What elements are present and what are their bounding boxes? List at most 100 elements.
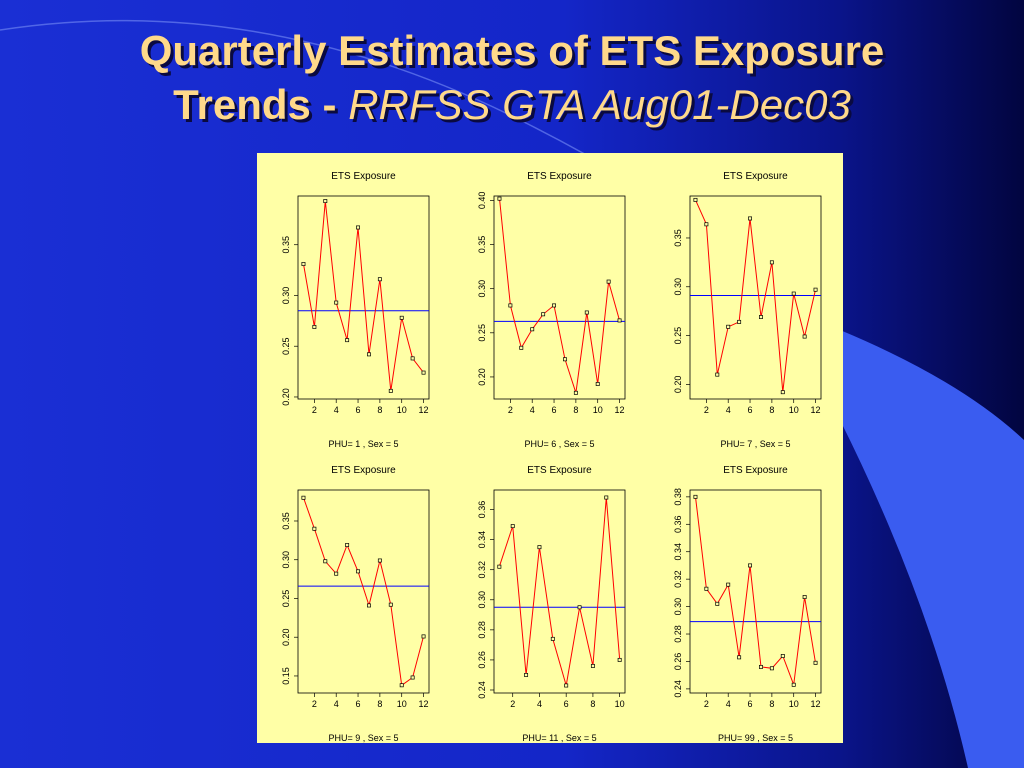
data-point <box>748 563 752 568</box>
chart-subtitle: PHU= 99 , Sex = 5 <box>718 733 793 743</box>
data-point <box>769 260 774 265</box>
x-tick-label: 10 <box>615 699 625 709</box>
y-tick-label: 0.30 <box>673 598 683 616</box>
data-point <box>813 287 818 292</box>
data-point <box>537 545 542 550</box>
y-tick-label: 0.30 <box>673 278 683 296</box>
x-tick-label: 4 <box>537 699 542 709</box>
data-point <box>737 319 742 324</box>
chart-5: ETS Exposure 2 4 6 8 10 0.24 0.26 0.28 0.30 0.32 0.… <box>477 465 626 743</box>
y-tick-label: 0.28 <box>477 621 487 639</box>
series-line <box>303 497 424 687</box>
y-tick-label: 0.26 <box>673 653 683 671</box>
y-tick-label: 0.32 <box>477 561 487 579</box>
series-line <box>303 201 424 391</box>
x-tick-label: 6 <box>356 699 361 709</box>
y-tick-label: 0.35 <box>281 512 291 530</box>
x-tick-label: 12 <box>419 699 429 709</box>
chart-title: ETS Exposure <box>723 171 788 182</box>
x-tick-label: 4 <box>334 405 339 415</box>
data-point <box>312 324 317 329</box>
chart-subtitle: PHU= 1 , Sex = 5 <box>328 439 398 449</box>
x-tick-label: 10 <box>789 405 799 415</box>
data-point <box>312 526 317 531</box>
data-point <box>541 312 546 317</box>
x-tick-label: 10 <box>593 405 603 415</box>
data-point <box>323 559 328 564</box>
x-tick-label: 2 <box>704 699 709 709</box>
chart-2: ETS Exposure 2 4 6 8 10 12 0.20 0.25 0.30 0.35 0.40… <box>477 171 626 449</box>
data-point <box>421 634 426 639</box>
data-point <box>595 382 600 386</box>
plot-frame <box>493 195 626 400</box>
data-point <box>399 315 404 320</box>
chart-subtitle: PHU= 7 , Sex = 5 <box>720 439 790 449</box>
y-tick-label: 0.28 <box>673 625 683 643</box>
y-tick-label: 0.15 <box>281 667 291 685</box>
y-tick-label: 0.20 <box>477 368 487 386</box>
chart-3: ETS Exposure 2 4 6 8 10 12 0.20 0.25 0.30 0.35 PHU=… <box>673 171 822 449</box>
x-tick-label: 2 <box>510 699 515 709</box>
x-tick-label: 4 <box>726 699 731 709</box>
series-line <box>499 198 620 393</box>
y-tick-label: 0.25 <box>477 324 487 342</box>
data-point <box>519 345 524 350</box>
data-point <box>356 569 360 574</box>
plot-frame <box>493 489 626 694</box>
y-tick-label: 0.40 <box>477 192 487 210</box>
y-tick-label: 0.38 <box>673 488 683 506</box>
data-point <box>377 558 382 563</box>
y-tick-label: 0.35 <box>477 236 487 254</box>
x-tick-label: 10 <box>789 699 799 709</box>
data-point <box>334 571 339 576</box>
data-point <box>508 303 513 308</box>
y-tick-label: 0.30 <box>281 551 291 569</box>
data-point <box>410 675 415 680</box>
y-tick-label: 0.25 <box>281 590 291 608</box>
data-point <box>617 657 622 662</box>
data-point <box>564 683 569 688</box>
data-point <box>388 602 393 607</box>
title-line-2: Trends - RRFSS GTA Aug01-Dec03 <box>0 78 1024 132</box>
x-tick-label: 8 <box>573 405 578 415</box>
chart-1: ETS Exposure 2 4 6 8 10 12 0.20 0.25 0.30 0.35 PHU=… <box>281 171 430 449</box>
data-point <box>421 370 426 375</box>
y-tick-label: 0.35 <box>281 236 291 254</box>
data-point <box>410 356 415 361</box>
x-tick-label: 8 <box>769 405 774 415</box>
x-tick-label: 12 <box>419 405 429 415</box>
data-point <box>693 494 698 499</box>
y-tick-label: 0.24 <box>477 681 487 699</box>
y-tick-label: 0.30 <box>477 280 487 298</box>
y-tick-label: 0.26 <box>477 651 487 669</box>
y-tick-label: 0.32 <box>673 570 683 588</box>
chart-title: ETS Exposure <box>723 465 788 476</box>
data-point <box>704 222 709 227</box>
y-tick-label: 0.25 <box>673 327 683 345</box>
data-point <box>367 352 371 357</box>
x-tick-label: 6 <box>564 699 569 709</box>
series-line <box>695 199 816 393</box>
x-tick-label: 2 <box>704 405 709 415</box>
data-point <box>769 666 774 671</box>
series-line <box>498 497 621 686</box>
x-tick-label: 10 <box>397 699 407 709</box>
y-tick-label: 0.36 <box>477 501 487 519</box>
title-line-2-italic: RRFSS GTA Aug01-Dec03 <box>348 81 851 128</box>
data-point <box>726 324 731 329</box>
data-point <box>377 277 382 282</box>
data-point <box>345 338 350 343</box>
data-point <box>388 388 393 393</box>
chart-4: ETS Exposure 2 4 6 8 10 12 0.15 0.20 0.25 0.30 0.35… <box>281 465 430 743</box>
data-point <box>573 390 578 395</box>
data-point <box>399 683 404 688</box>
data-point <box>497 564 502 569</box>
data-point <box>334 300 339 305</box>
y-tick-label: 0.30 <box>281 287 291 305</box>
title-line-2-bold: Trends - <box>173 81 349 128</box>
x-tick-label: 6 <box>748 699 753 709</box>
data-point <box>584 310 589 315</box>
series-line <box>695 496 816 685</box>
x-tick-label: 6 <box>552 405 557 415</box>
data-point <box>704 586 709 591</box>
